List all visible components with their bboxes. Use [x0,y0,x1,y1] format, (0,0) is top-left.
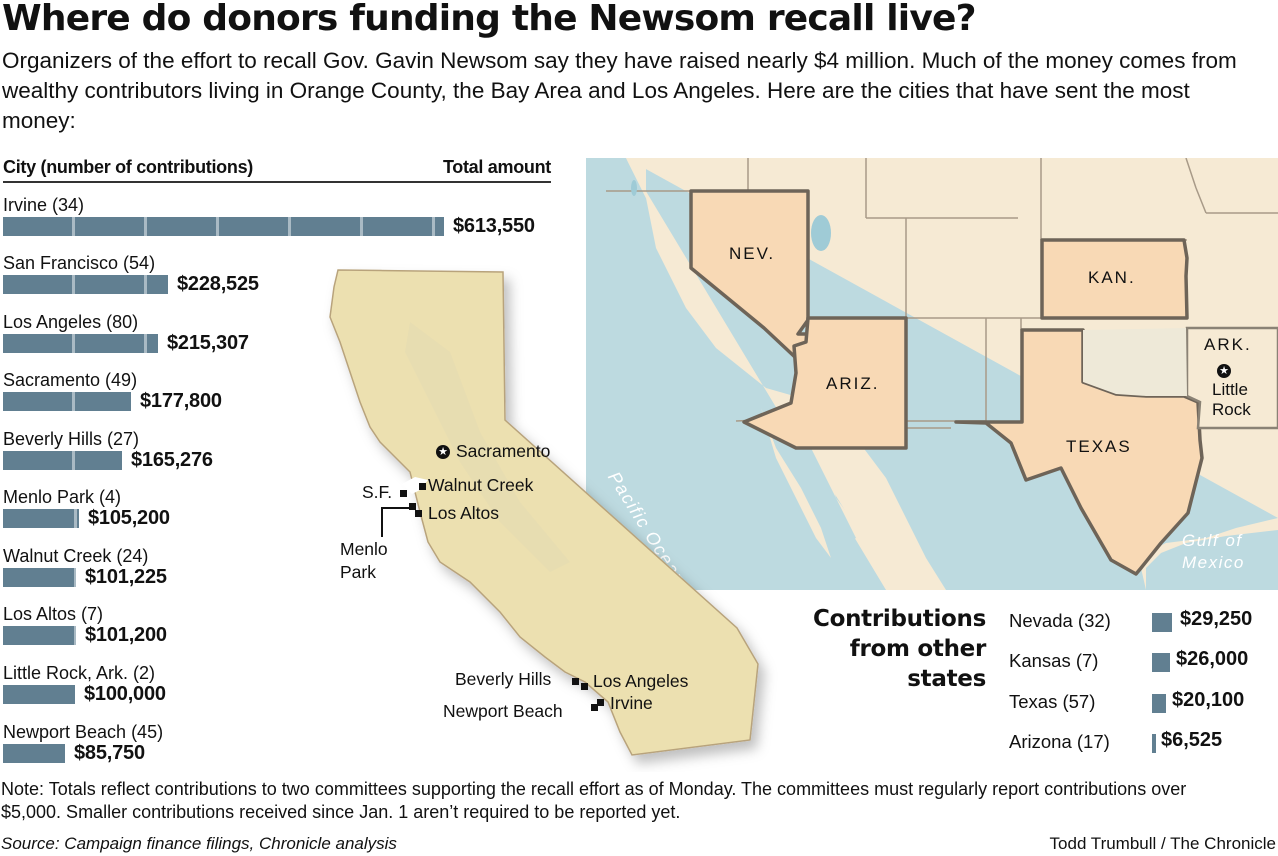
page-title: Where do donors funding the Newsom recal… [2,0,977,39]
california-shape [329,269,759,756]
bar-value: $101,225 [85,566,167,588]
state-label-arizona: ARIZ. [826,374,880,393]
column-header-amount: Total amount [442,157,551,177]
state-label-kansas: KAN. [1088,268,1136,287]
bar-label: San Francisco (54) [3,253,156,273]
other-state-value: $29,250 [1180,608,1253,630]
state-label-nevada: NEV. [729,244,776,263]
city-label-los-altos: Los Altos [428,503,500,523]
bar [3,744,65,763]
city-marker-newport-beach [591,704,598,711]
bar-value: $228,525 [177,273,259,295]
bar [3,626,76,645]
subtitle: Organizers of the effort to recall Gov. … [2,48,1237,133]
us-map-graphic [606,158,1278,590]
city-label-newport-beach: Newport Beach [443,701,563,721]
other-state-bar [1152,613,1172,632]
city-label-los-angeles: Los Angeles [593,671,689,691]
bar-value: $101,200 [85,624,167,646]
other-state-row-arizona: Arizona (17) $6,525 [1009,727,1278,757]
bar-label: Sacramento (49) [3,370,138,390]
other-states-title: Contributions from other states [813,606,986,692]
city-label-sf: S.F. [362,482,393,502]
state-label-texas: TEXAS [1066,437,1132,456]
other-state-label: Arizona (17) [1009,731,1110,752]
other-state-row-kansas: Kansas (7) $26,000 [1009,646,1278,676]
bar-label: Walnut Creek (24) [3,546,149,566]
state-label-arkansas: ARK. [1204,335,1252,354]
other-state-value: $20,100 [1172,689,1245,711]
source-line: Source: Campaign finance filings, Chroni… [1,834,397,853]
capital-star-icon-little-rock: ★ [1217,364,1231,378]
other-state-value: $6,525 [1161,729,1223,751]
other-state-bar [1152,653,1170,672]
other-state-row-nevada: Nevada (32) $29,250 [1009,606,1278,636]
bar [3,568,76,587]
city-marker-los-altos [415,510,422,517]
city-marker-los-angeles [581,683,588,690]
bar-value: $105,200 [88,507,170,529]
bar-label: Beverly Hills (27) [3,429,140,449]
bar-label: Los Altos (7) [3,604,104,624]
city-label-irvine: Irvine [610,693,653,713]
gulf-of-mexico-label: Gulf of Mexico [1182,531,1245,572]
bar [3,451,122,470]
bar-value: $177,800 [140,390,222,412]
other-state-label: Kansas (7) [1009,650,1099,671]
bar-label: Irvine (34) [3,195,85,215]
other-state-label: Texas (57) [1009,691,1096,712]
other-state-value: $26,000 [1176,648,1249,670]
california-map: ★ Sacramento S.F. Walnut Creek Los Altos… [320,262,780,777]
city-label-little-rock: Little Rock [1212,380,1251,419]
city-marker-beverly-hills [572,678,579,685]
bar [3,685,75,704]
other-state-label: Nevada (32) [1009,610,1111,631]
bar-label: Newport Beach (45) [3,722,164,742]
column-header-city: City (number of contributions) [3,157,253,177]
bar [3,217,444,236]
bar-value: $85,750 [74,742,145,764]
city-marker-sf [400,490,407,497]
city-label-sacramento: Sacramento [456,441,551,461]
other-state-bar [1152,694,1166,713]
leader-line-menlo-park-v [381,507,383,537]
bar-value: $165,276 [131,449,213,471]
bar-label: Little Rock, Ark. (2) [3,663,156,683]
bar-chart-header: City (number of contributions) Total amo… [3,156,551,183]
us-southwest-map: NEV. ARIZ. KAN. TEXAS ARK. ★ Little Rock… [586,158,1278,590]
bar-value: $215,307 [167,332,249,354]
footnote: Note: Totals reflect contributions to tw… [1,779,1187,822]
bar [3,509,79,528]
city-marker-irvine [597,699,604,706]
city-label-beverly-hills: Beverly Hills [455,669,552,689]
bar [3,275,168,294]
other-state-bar [1152,734,1156,753]
city-marker-walnut-creek [419,483,426,490]
leader-line-menlo-park-h [381,507,410,509]
credit-line: Todd Trumbull / The Chronicle [1049,834,1276,853]
bar [3,334,158,353]
bar-value: $100,000 [84,683,166,705]
bar [3,392,131,411]
city-label-menlo-park: Menlo Park [340,539,388,582]
bar-label: Menlo Park (4) [3,487,122,507]
city-marker-menlo-park [409,503,416,510]
city-label-walnut-creek: Walnut Creek [428,475,534,495]
bar-value: $613,550 [453,215,535,237]
bar-label: Los Angeles (80) [3,312,139,332]
capital-star-icon-sacramento: ★ [436,445,450,459]
other-state-row-texas: Texas (57) $20,100 [1009,687,1278,717]
